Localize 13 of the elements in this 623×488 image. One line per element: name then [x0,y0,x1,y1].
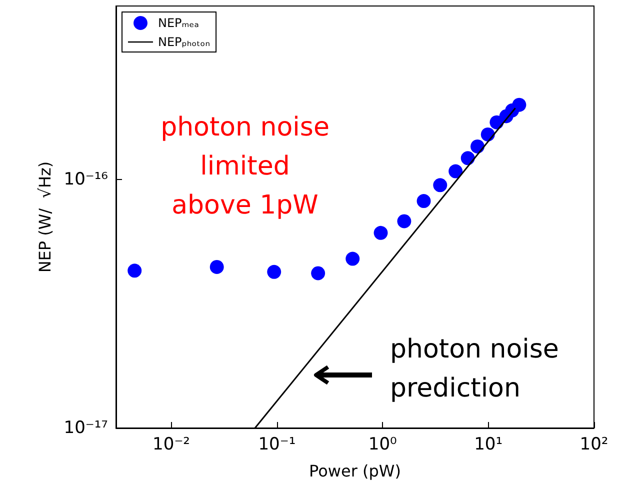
x-tick-label: 10⁰ [368,434,398,454]
legend-label: NEPₘₑₐ [158,16,199,30]
annotation: photon noise prediction [390,334,559,404]
x-tick-label: 10² [580,434,608,454]
x-tick-label: 10⁻¹ [258,434,296,454]
annotation: photon noise limited above 1pW [160,112,330,220]
x-tick-label: 10⁻² [152,434,190,454]
x-axis-title: Power (pW) [309,462,401,480]
y-tick-label: 10⁻¹⁷ [64,418,108,438]
y-tick-label: 10⁻¹⁶ [64,170,108,190]
y-axis-title: NEP (W/ √Hz) [35,161,54,273]
legend-label: NEPₚₕₒₜₒₙ [158,35,210,49]
x-tick-label: 10¹ [474,434,503,454]
